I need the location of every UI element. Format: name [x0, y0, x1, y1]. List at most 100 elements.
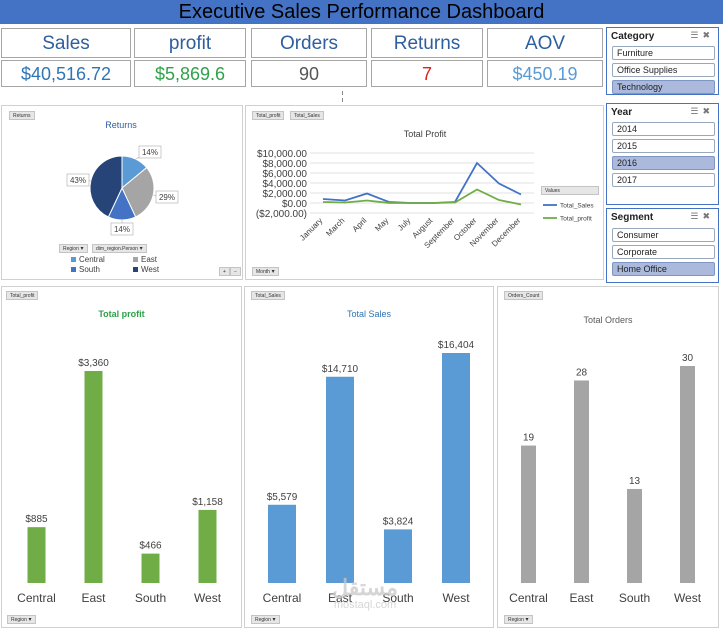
line-x-tick-label: April [351, 216, 369, 234]
watermark-logo: مستقل mostaql.com [310, 576, 420, 611]
line-y-tick-label: ($2,000.00) [256, 209, 307, 220]
profit-field-button[interactable]: Total_profit [6, 291, 39, 300]
slicer-item-corporate[interactable]: Corporate [612, 245, 715, 259]
pie-data-label-box [138, 145, 162, 159]
line-series-total-profit[interactable] [322, 188, 522, 206]
bar-west[interactable] [680, 366, 695, 583]
sales-field-button[interactable]: Total_Sales [251, 291, 285, 300]
bar-east[interactable] [84, 371, 103, 583]
sales-region-filter-button[interactable]: Region [251, 615, 280, 624]
orders-field-button[interactable]: Orders_Count [504, 291, 544, 300]
person-filter-button[interactable]: dim_region.Person [92, 244, 147, 253]
bar-category-label: East [569, 591, 594, 605]
bar-central[interactable] [268, 504, 296, 583]
pie-title: Returns [105, 120, 137, 130]
kpi-profit-label: profit [134, 28, 246, 58]
collapse-field-icon[interactable]: − [230, 267, 241, 276]
line-y-tick-label: $10,000.00 [257, 149, 307, 160]
kpi-aov: AOV $450.19 [487, 28, 603, 88]
kpi-orders: Orders 90 [251, 28, 367, 88]
slicer-item-technology[interactable]: Technology [612, 80, 715, 94]
slicer-item-2017[interactable]: 2017 [612, 173, 715, 187]
bar-data-label: $466 [139, 541, 162, 552]
kpi-aov-label: AOV [487, 28, 603, 58]
kpi-sales-value: $40,516.72 [1, 60, 131, 87]
profit-trend-panel: Total_profit Total_Sales Total Profit $1… [245, 105, 604, 280]
bar-data-label: $885 [25, 514, 48, 525]
clear-filter-icon[interactable]: ✖ [702, 106, 714, 116]
multi-select-icon[interactable]: ☰ [690, 106, 703, 116]
slicer-item-home-office[interactable]: Home Office [612, 262, 715, 276]
profit-region-filter-button[interactable]: Region [7, 615, 36, 624]
bar-data-label: 19 [523, 433, 535, 444]
line-legend: Total_Sales Total_profit [543, 203, 594, 223]
bar-east[interactable] [574, 380, 589, 583]
line-x-tick-label: March [324, 216, 346, 238]
bar-south[interactable] [627, 488, 642, 583]
bar-central[interactable] [521, 445, 536, 583]
bar-west[interactable] [198, 509, 217, 583]
clear-filter-icon[interactable]: ✖ [702, 30, 714, 40]
slicer-item-furniture[interactable]: Furniture [612, 46, 715, 60]
total-sales-field-button[interactable]: Total_Sales [290, 111, 324, 120]
bar-south[interactable] [141, 553, 160, 583]
slicer-item-office-supplies[interactable]: Office Supplies [612, 63, 715, 77]
bar-category-label: West [442, 591, 470, 605]
bar-east[interactable] [326, 376, 354, 583]
bar-category-label: Central [17, 591, 56, 605]
bar-central[interactable] [27, 527, 46, 583]
line-y-tick-label: $4,000.00 [263, 179, 308, 190]
bar-data-label: $3,360 [78, 358, 109, 369]
watermark-latin: mostaql.com [333, 599, 397, 611]
pie-data-label-box [155, 190, 179, 204]
clear-filter-icon[interactable]: ✖ [702, 211, 714, 221]
slicer-category-controls[interactable]: ☰✖ [690, 30, 714, 41]
slicer-item-2015[interactable]: 2015 [612, 139, 715, 153]
pie-legend-label: Central [79, 255, 105, 264]
line-y-tick-label: $0.00 [282, 199, 307, 210]
bar-chart-title: Total Sales [347, 309, 392, 319]
slicer-segment-controls[interactable]: ☰✖ [690, 211, 714, 222]
pie-data-label: 14% [114, 225, 130, 234]
slicer-item-2016[interactable]: 2016 [612, 156, 715, 170]
bar-south[interactable] [384, 529, 412, 583]
bar-data-label: 30 [682, 353, 694, 364]
line-legend-label: Total_Sales [560, 203, 594, 210]
expand-field-icon[interactable]: + [219, 267, 230, 276]
total-profit-field-button[interactable]: Total_profit [252, 111, 285, 120]
multi-select-icon[interactable]: ☰ [690, 30, 703, 40]
bar-category-label: South [382, 591, 413, 605]
returns-field-button[interactable]: Returns [9, 111, 35, 120]
profit-by-region-panel: Total_profit Total profit $885 Central $3,3… [1, 286, 242, 628]
pie-legend: Central East South West [71, 255, 160, 274]
watermark-arabic: مستقل [332, 575, 398, 600]
slicer-item-consumer[interactable]: Consumer [612, 228, 715, 242]
slicer-item-2014[interactable]: 2014 [612, 122, 715, 136]
month-filter-button[interactable]: Month [252, 267, 279, 276]
pie-data-label-box [66, 173, 90, 187]
slicer-year-title: Year [611, 107, 633, 118]
bar-category-label: South [135, 591, 166, 605]
bar-west[interactable] [442, 353, 470, 583]
bar-data-label: $5,579 [267, 492, 298, 503]
kpi-returns-label: Returns [371, 28, 483, 58]
kpi-returns-value: 7 [371, 60, 483, 87]
pie-slice-west[interactable] [89, 155, 123, 218]
orders-by-region-panel: Orders_Count Total Orders 19 Central 28 East… [497, 286, 719, 628]
bar-data-label: $16,404 [438, 340, 475, 351]
orders-region-filter-button[interactable]: Region [504, 615, 533, 624]
kpi-profit: profit $5,869.6 [134, 28, 246, 88]
kpi-orders-label: Orders [251, 28, 367, 58]
profit-line-chart: Total Profit $10,000.00$8,000.00$6,000.0… [256, 129, 534, 250]
bar-category-label: Central [263, 591, 302, 605]
bar-category-label: West [194, 591, 222, 605]
pie-legend-label: South [79, 265, 100, 274]
slicer-category: Category ☰✖ Furniture Office Supplies Te… [606, 27, 719, 95]
multi-select-icon[interactable]: ☰ [690, 211, 703, 221]
pie-data-label-box [110, 222, 134, 236]
pie-data-label: 43% [70, 176, 86, 185]
slicer-year-controls[interactable]: ☰✖ [690, 106, 714, 117]
region-filter-button[interactable]: Region [59, 244, 88, 253]
values-legend-header: Values [541, 186, 599, 195]
kpi-returns: Returns 7 [371, 28, 483, 88]
